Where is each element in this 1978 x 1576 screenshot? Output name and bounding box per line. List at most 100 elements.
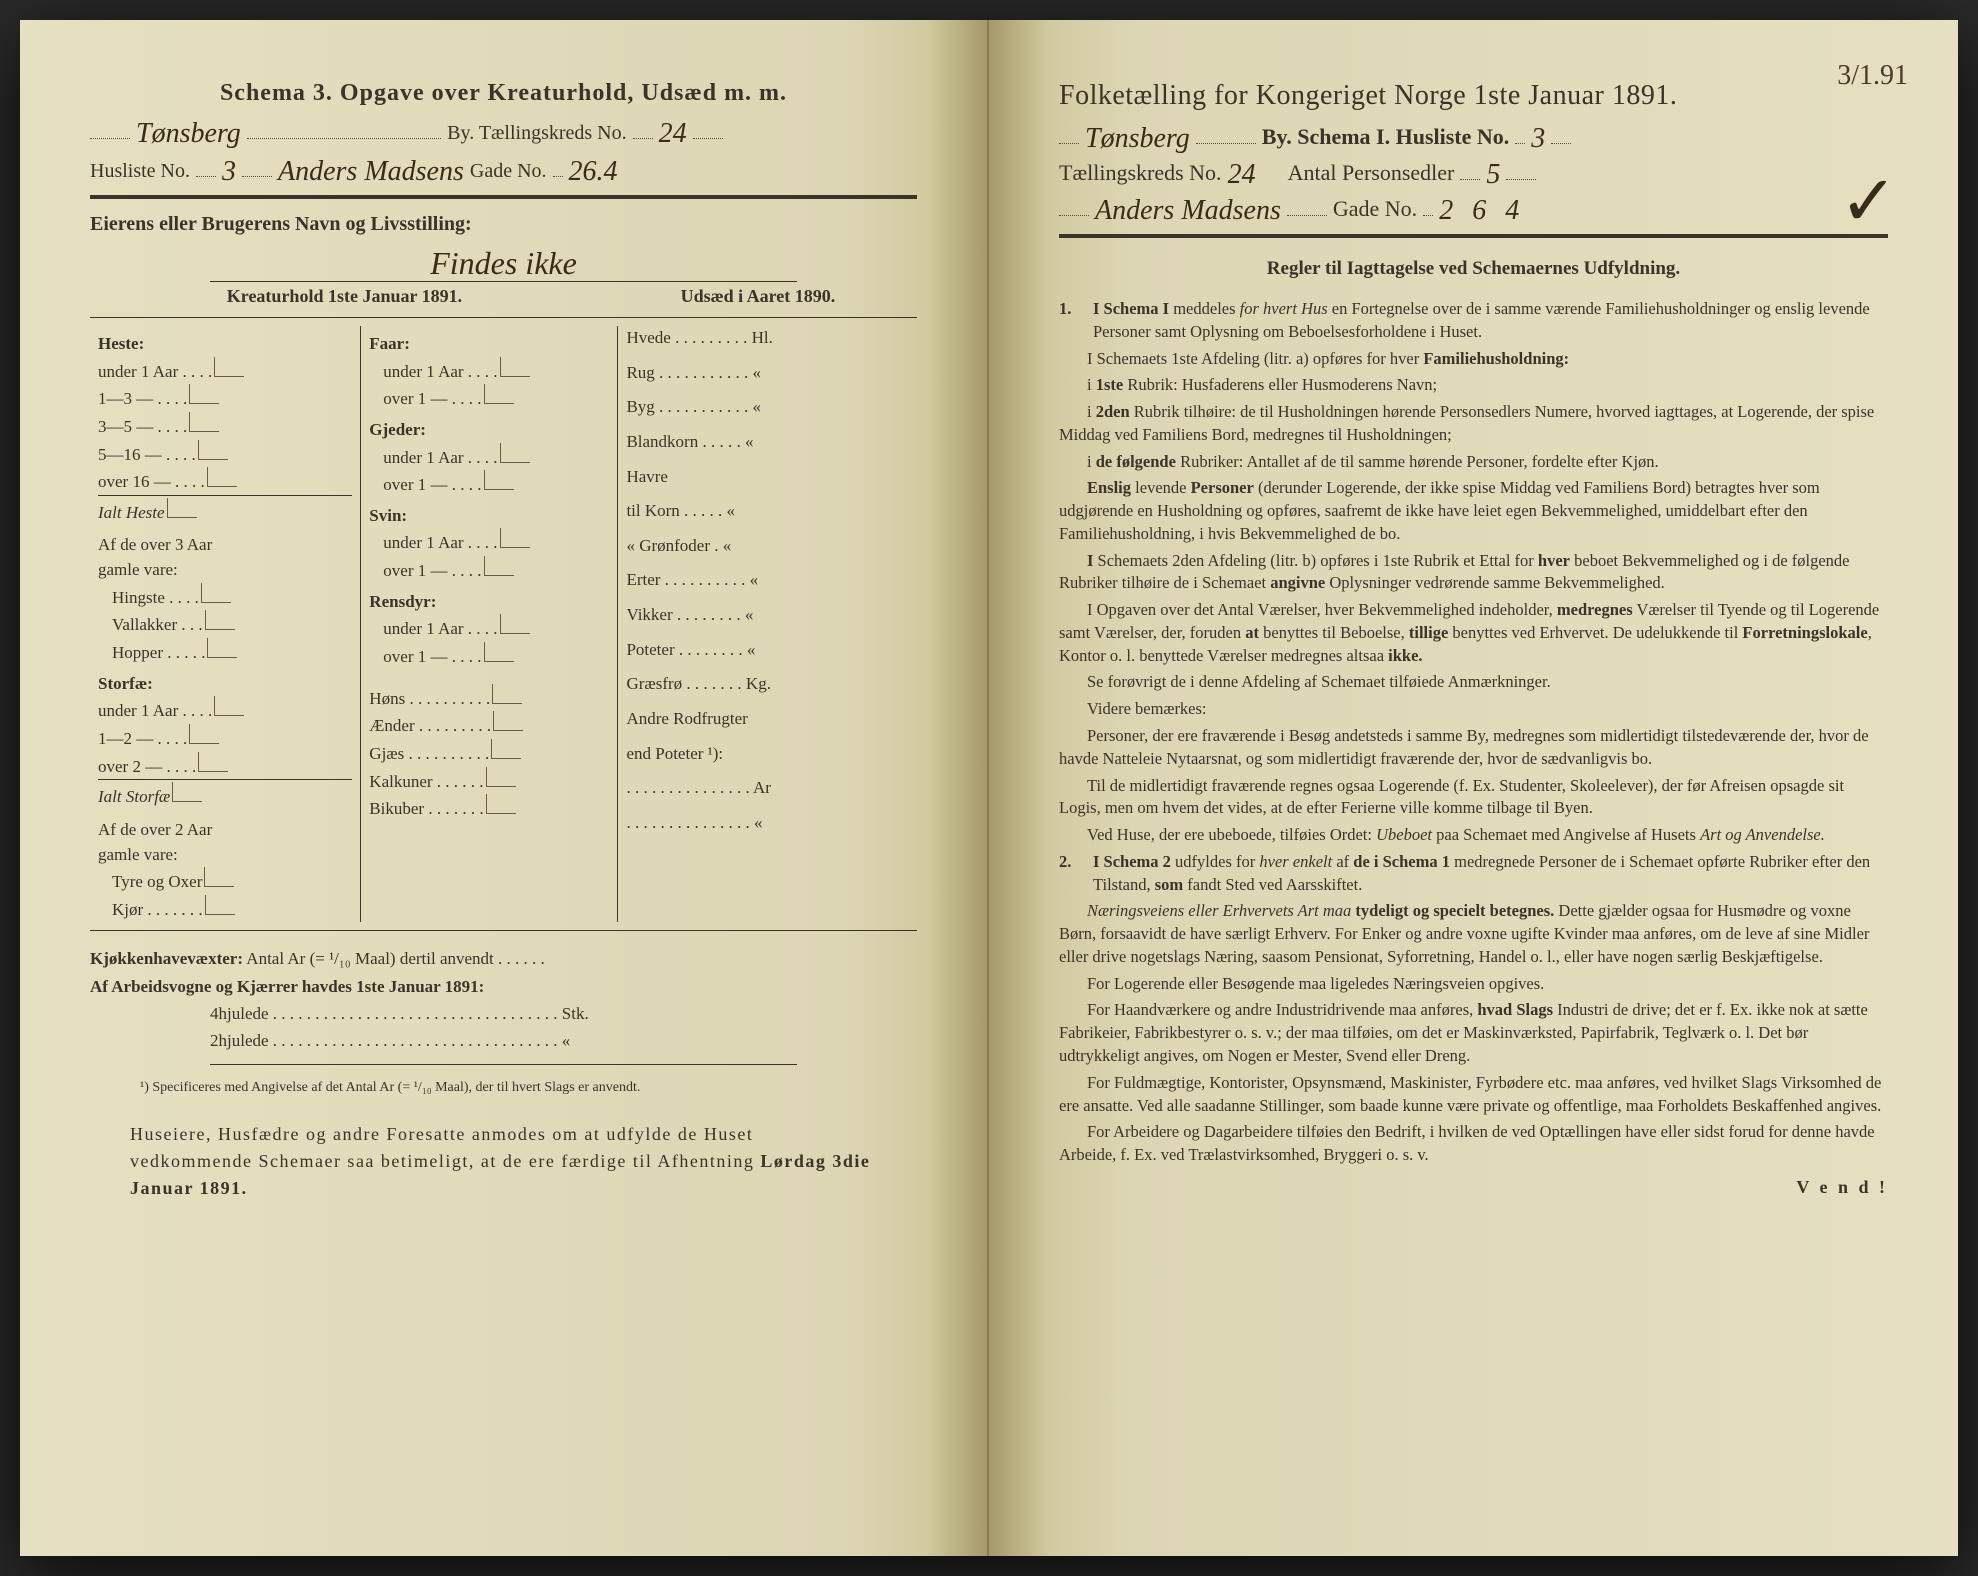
table-row: Erter . . . . . . . . . . «: [626, 568, 909, 593]
table-row: Græsfrø . . . . . . . Kg.: [626, 672, 909, 697]
faar-label: Faar:: [369, 332, 609, 357]
gade-label: Gade No.: [470, 160, 547, 183]
rule-para: For Haandværkere og andre Industridriven…: [1059, 999, 1888, 1067]
rule-para: I Schemaets 2den Afdeling (litr. b) opfø…: [1059, 550, 1888, 596]
r-l2a: Tællingskreds No.: [1059, 160, 1222, 186]
table-row: 1—3 — . . . .: [98, 384, 352, 412]
table-row: over 1 — . . . .: [383, 470, 609, 498]
table-row: under 1 Aar . . . .: [383, 528, 609, 556]
table-row: over 2 — . . . .: [98, 752, 352, 780]
instruction: Huseiere, Husfædre og andre Foresatte an…: [130, 1121, 877, 1202]
table-row: under 1 Aar . . . .: [98, 696, 352, 724]
by-label: By. Tællingskreds No.: [447, 122, 626, 145]
r-l3-hand: Anders Madsens: [1095, 195, 1281, 227]
table-row: Byg . . . . . . . . . . . «: [626, 395, 909, 420]
r-l2a-no: 24: [1228, 159, 1256, 191]
rensdyr-label: Rensdyr:: [369, 590, 609, 615]
table-row: Bikuber . . . . . . .: [369, 794, 609, 822]
table-row: . . . . . . . . . . . . . . . «: [626, 811, 909, 836]
table-row: Tyre og Oxer: [112, 867, 352, 895]
rule-para: Enslig levende Personer (derunder Logere…: [1059, 477, 1888, 545]
rule-para: Se forøvrigt de i denne Afdeling af Sche…: [1059, 671, 1888, 694]
table-row: Kalkuner . . . . . .: [369, 767, 609, 795]
gade-hand: Anders Madsens: [278, 156, 464, 188]
arbeid-label: Af Arbeidsvogne og Kjærrer havdes 1ste J…: [90, 977, 484, 996]
livestock-grid: Heste: under 1 Aar . . . .1—3 — . . . .3…: [90, 326, 917, 922]
table-row: . . . . . . . . . . . . . . . Ar: [626, 776, 909, 801]
a2: 2hjulede . . . . . . . . . . . . . . . .…: [90, 1027, 917, 1054]
table-row: under 1 Aar . . . .: [383, 357, 609, 385]
rule-para: I Opgaven over det Antal Værelser, hver …: [1059, 599, 1888, 667]
r-line2: Tællingskreds No. 24 Antal Personsedler …: [1059, 156, 1888, 188]
schema3-title: Schema 3. Opgave over Kreaturhold, Udsæd…: [90, 80, 917, 107]
rule-para: For Arbeidere og Dagarbeidere tilføies d…: [1059, 1121, 1888, 1167]
table-row: Blandkorn . . . . . «: [626, 430, 909, 455]
a4: 4hjulede . . . . . . . . . . . . . . . .…: [90, 1000, 917, 1027]
r-by-hand: Tønsberg: [1085, 123, 1190, 155]
checkmark-icon: ✓: [1839, 160, 1898, 243]
husliste-no: 3: [222, 156, 236, 188]
census-book-spread: Schema 3. Opgave over Kreaturhold, Udsæd…: [20, 20, 1958, 1556]
table-row: 3—5 — . . . .: [98, 412, 352, 440]
footnote: ¹) Specificeres med Angivelse af det Ant…: [140, 1079, 867, 1097]
rule-para: 1.I Schema I meddeles for hvert Hus en F…: [1059, 298, 1888, 344]
heste-label: Heste:: [98, 332, 352, 357]
rule-para: i 1ste Rubrik: Husfaderens eller Husmode…: [1059, 374, 1888, 397]
table-row: over 1 — . . . .: [383, 642, 609, 670]
table-row: Havre: [626, 465, 909, 490]
table-row: 1—2 — . . . .: [98, 724, 352, 752]
storfe-note2: gamle vare:: [98, 843, 178, 868]
rule-para: For Fuldmægtige, Kontorister, Opsynsmænd…: [1059, 1072, 1888, 1118]
by-handwritten: Tønsberg: [136, 118, 241, 150]
owner-label: Eierens eller Brugerens Navn og Livsstil…: [90, 213, 917, 236]
col2: Faar: under 1 Aar . . . .over 1 — . . . …: [360, 326, 617, 922]
storfe-note1: Af de over 2 Aar: [98, 818, 212, 843]
r-l3-no: 2 6 4: [1439, 195, 1525, 227]
husliste-line: Husliste No. 3 Anders Madsens Gade No. 2…: [90, 153, 917, 185]
r-l2b-no: 5: [1486, 159, 1500, 191]
gjeder-label: Gjeder:: [369, 418, 609, 443]
r-line3: Anders Madsens Gade No. 2 6 4: [1059, 192, 1888, 224]
table-row: Vikker . . . . . . . . «: [626, 603, 909, 628]
heste-sum: Ialt Heste: [98, 501, 165, 526]
svin-label: Svin:: [369, 504, 609, 529]
table-row: Hingste . . . .: [112, 583, 352, 611]
table-row: til Korn . . . . . «: [626, 499, 909, 524]
table-row: end Poteter ¹):: [626, 742, 909, 767]
col3: Hvede . . . . . . . . . Hl.Rug . . . . .…: [617, 326, 917, 922]
table-row: over 16 — . . . .: [98, 467, 352, 495]
table-row: Vallakker . . .: [112, 610, 352, 638]
table-row: « Grønfoder . «: [626, 534, 909, 559]
table-row: Poteter . . . . . . . . «: [626, 638, 909, 663]
table-row: Hvede . . . . . . . . . Hl.: [626, 326, 909, 351]
table-row: under 1 Aar . . . .: [383, 614, 609, 642]
husliste-label: Husliste No.: [90, 160, 190, 183]
table-row: Gjæs . . . . . . . . . .: [369, 739, 609, 767]
table-row: Høns . . . . . . . . . .: [369, 684, 609, 712]
regler-title: Regler til Iagttagelse ved Schemaernes U…: [1059, 258, 1888, 280]
bottom-block: Kjøkkenhavevæxter: Antal Ar (= ¹/₁₀ Maal…: [90, 945, 917, 1054]
rule-para: i de følgende Rubriker: Antallet af de t…: [1059, 451, 1888, 474]
by-line: Tønsberg By. Tællingskreds No. 24: [90, 115, 917, 147]
table-row: under 1 Aar . . . .: [383, 443, 609, 471]
rule-para: I Schemaets 1ste Afdeling (litr. a) opfø…: [1059, 348, 1888, 371]
storfe-label: Storfæ:: [98, 672, 352, 697]
vend: V e n d !: [1059, 1177, 1888, 1198]
table-row: Andre Rodfrugter: [626, 707, 909, 732]
subgroup-header: Kreaturhold 1ste Januar 1891. Udsæd i Aa…: [90, 286, 917, 307]
r-l1-txt: By. Schema I. Husliste No.: [1262, 124, 1510, 150]
rule-para: 2.I Schema 2 udfyldes for hver enkelt af…: [1059, 851, 1888, 897]
storfe-sum: Ialt Storfæ: [98, 785, 170, 810]
kjokken-txt: Antal Ar (= ¹/₁₀ Maal) dertil anvendt . …: [246, 949, 544, 968]
table-row: under 1 Aar . . . .: [98, 357, 352, 385]
col1: Heste: under 1 Aar . . . .1—3 — . . . .3…: [90, 326, 360, 922]
rule-para: Videre bemærkes:: [1059, 698, 1888, 721]
col-kreatur: Kreaturhold 1ste Januar 1891.: [90, 286, 599, 307]
r-line1: Tønsberg By. Schema I. Husliste No. 3: [1059, 120, 1888, 152]
table-row: over 1 — . . . .: [383, 384, 609, 412]
census-title: Folketælling for Kongeriget Norge 1ste J…: [1059, 80, 1888, 112]
col-udsad: Udsæd i Aaret 1890.: [599, 286, 917, 307]
rules-text: 1.I Schema I meddeles for hvert Hus en F…: [1059, 298, 1888, 1167]
heste-note1: Af de over 3 Aar: [98, 533, 212, 558]
rule-para: i 2den Rubrik tilhøire: de til Husholdni…: [1059, 401, 1888, 447]
